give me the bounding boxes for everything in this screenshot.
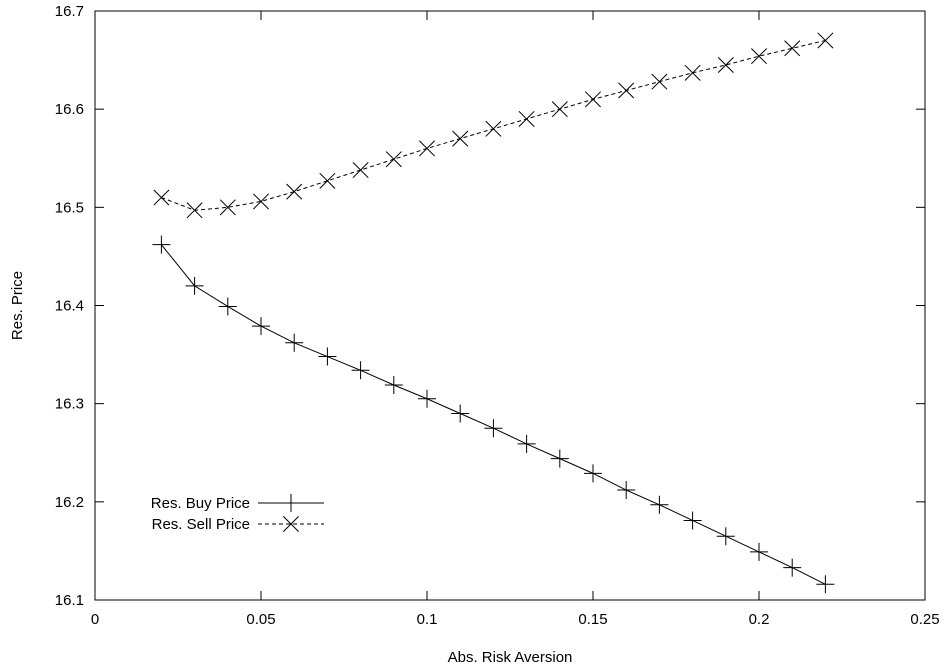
series-markers (152, 32, 835, 594)
x-axis-label: Abs. Risk Aversion (448, 649, 573, 666)
y-tick-label: 16.4 (55, 298, 84, 315)
data-point-sell (551, 101, 568, 118)
x-tick-label: 0.25 (910, 611, 939, 628)
y-tick-label: 16.5 (55, 199, 84, 216)
data-point-buy (218, 297, 237, 316)
x-tick-label: 0.15 (578, 611, 607, 628)
legend-marker-sell (282, 515, 300, 533)
data-point-buy (750, 542, 768, 561)
data-point-buy (185, 276, 204, 295)
data-point-sell (452, 130, 469, 147)
y-tick-labels: 16.1 16.2 16.3 16.4 16.5 16.6 16.7 (55, 3, 84, 609)
data-point-buy (152, 235, 171, 254)
y-axis-label: Res. Price (9, 271, 26, 340)
data-point-buy (318, 347, 337, 366)
legend: Res. Buy Price Res. Sell Price (151, 494, 324, 533)
y-tick-label: 16.3 (55, 396, 84, 413)
data-point-buy (650, 495, 669, 514)
data-point-sell (385, 151, 402, 168)
data-point-sell (286, 183, 303, 200)
data-point-sell (485, 120, 502, 137)
x-tick-label: 0.2 (749, 611, 770, 628)
data-point-buy (683, 511, 702, 530)
data-point-buy (783, 558, 802, 577)
data-point-sell (717, 56, 734, 73)
y-tick-label: 16.1 (55, 592, 84, 609)
axis-ticks (94, 10, 926, 601)
data-point-sell (518, 110, 535, 127)
data-point-buy (617, 481, 636, 500)
data-point-buy (285, 333, 304, 352)
data-point-sell (584, 91, 602, 108)
data-point-sell (319, 172, 336, 189)
data-point-sell (219, 199, 236, 216)
data-point-buy (484, 419, 503, 438)
data-point-buy (584, 464, 602, 483)
legend-label-buy: Res. Buy Price (151, 495, 250, 512)
data-point-sell (418, 140, 436, 157)
series-line-sell (161, 39, 826, 211)
data-point-sell (784, 40, 801, 57)
data-point-buy (418, 389, 436, 408)
data-point-sell (684, 64, 701, 81)
y-tick-label: 16.6 (55, 101, 84, 118)
data-point-buy (351, 361, 370, 380)
data-point-sell (252, 193, 270, 210)
y-tick-label: 16.2 (55, 494, 84, 511)
data-point-sell (817, 32, 834, 49)
data-point-sell (651, 73, 668, 90)
data-point-buy (384, 376, 403, 395)
x-tick-labels: 0 0.05 0.1 0.15 0.2 0.25 (91, 611, 940, 628)
data-point-sell (153, 189, 170, 206)
data-point-buy (517, 434, 536, 453)
data-point-buy (550, 449, 569, 468)
x-tick-label: 0.05 (246, 611, 275, 628)
x-tick-label: 0 (91, 611, 99, 628)
x-tick-label: 0.1 (417, 611, 438, 628)
data-point-buy (716, 527, 735, 546)
data-point-sell (750, 48, 768, 65)
data-point-buy (451, 404, 470, 423)
legend-marker-buy (282, 494, 300, 512)
data-point-sell (618, 82, 635, 99)
data-point-sell (186, 202, 203, 219)
legend-label-sell: Res. Sell Price (152, 516, 250, 533)
y-tick-label: 16.7 (55, 3, 84, 20)
data-point-buy (252, 317, 270, 336)
data-point-buy (816, 575, 835, 594)
data-point-sell (352, 162, 369, 179)
